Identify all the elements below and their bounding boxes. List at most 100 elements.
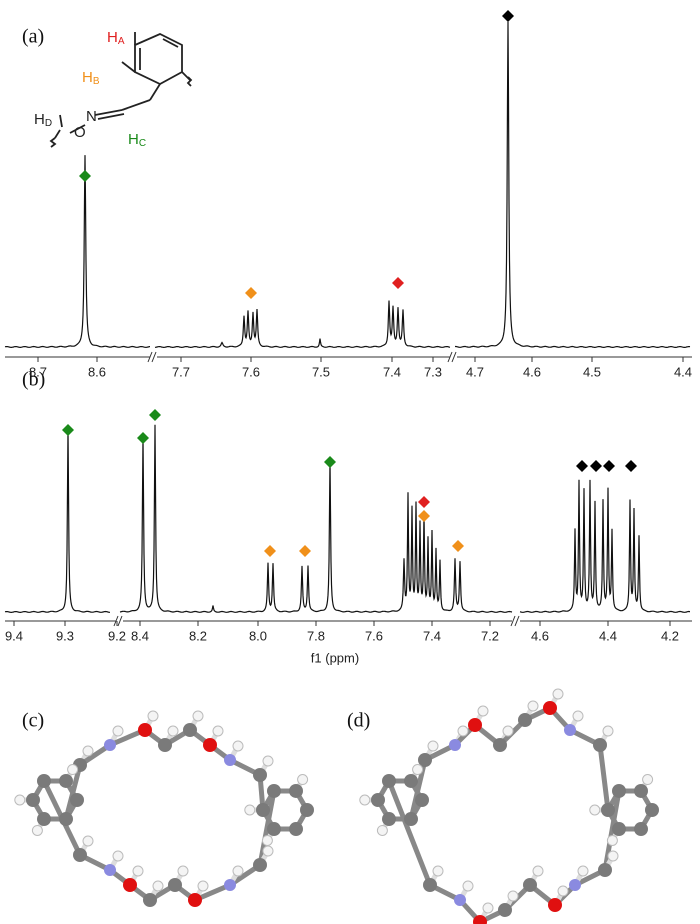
peak-marker: [590, 460, 602, 472]
tick-label: 8.2: [189, 628, 207, 643]
atom: [607, 850, 619, 862]
label-hd: HD: [34, 111, 52, 129]
atom: [112, 725, 124, 737]
atom: [606, 834, 618, 846]
bond: [597, 742, 611, 813]
atom: [432, 865, 444, 877]
atom: [244, 804, 256, 816]
tick-label: 4.4: [674, 364, 692, 379]
label-n: N: [86, 108, 97, 125]
atom: [518, 713, 532, 727]
axis-break: [113, 615, 123, 627]
tick-label: 4.4: [599, 628, 617, 643]
atom: [477, 705, 489, 717]
tick-label: 8.4: [131, 628, 149, 643]
peak-marker: [576, 460, 588, 472]
atom: [564, 724, 576, 736]
tick-label: 4.6: [523, 364, 541, 379]
atom: [104, 739, 116, 751]
atom: [382, 812, 396, 827]
atom: [468, 718, 482, 732]
peak-marker: [502, 10, 514, 22]
atom: [152, 880, 164, 892]
peak-marker: [62, 424, 74, 436]
tick-label: 7.6: [242, 364, 260, 379]
atom: [427, 740, 439, 752]
atom: [502, 725, 514, 737]
tick-label: 8.7: [29, 364, 47, 379]
atom: [415, 793, 429, 807]
tick-label: 9.4: [5, 628, 23, 643]
peak-marker: [392, 277, 404, 289]
spectrum: [154, 300, 451, 349]
tick-label: 4.7: [466, 364, 484, 379]
atom: [203, 738, 217, 752]
tick-label: 8.6: [88, 364, 106, 379]
atom: [462, 880, 474, 892]
spectrum: [4, 427, 110, 613]
peak-marker: [245, 287, 257, 299]
atom: [177, 865, 189, 877]
atom: [598, 863, 612, 877]
atom: [482, 902, 494, 914]
label: H: [107, 29, 118, 46]
atom: [454, 894, 466, 906]
spectrum: [119, 424, 513, 613]
atom: [138, 723, 152, 737]
atom: [297, 774, 309, 786]
peak-marker: [149, 409, 161, 421]
molecule: [359, 688, 659, 924]
bond: [257, 788, 277, 868]
atom: [557, 885, 569, 897]
atom: [642, 774, 654, 786]
peak-marker: [452, 540, 464, 552]
atom: [253, 768, 267, 782]
tick-label: 8.0: [249, 628, 267, 643]
label-hb: HB: [82, 69, 100, 87]
atom: [523, 878, 537, 892]
atom: [192, 710, 204, 722]
atom: [589, 804, 601, 816]
spectrum: [4, 155, 150, 349]
atom: [262, 755, 274, 767]
tick-label: 7.2: [481, 628, 499, 643]
atom: [548, 898, 562, 912]
atom: [197, 880, 209, 892]
atom: [572, 710, 584, 722]
panel-label: (c): [22, 710, 44, 732]
atom: [188, 893, 202, 907]
atom: [59, 773, 73, 788]
tick-label: 7.7: [172, 364, 190, 379]
atom: [423, 878, 437, 892]
atom: [532, 865, 544, 877]
label-hc: HC: [128, 131, 146, 149]
atom: [123, 878, 137, 892]
atom: [132, 865, 144, 877]
peak-marker: [264, 545, 276, 557]
atom: [473, 915, 487, 924]
atom: [371, 793, 385, 807]
atom: [498, 903, 512, 917]
atom: [645, 803, 659, 817]
label: H: [82, 69, 93, 86]
atom: [70, 793, 84, 807]
label-o: O: [74, 124, 86, 141]
atom: [267, 783, 281, 798]
atom: [577, 865, 589, 877]
atom: [147, 710, 159, 722]
molecule: [14, 710, 314, 907]
atom: [552, 688, 564, 700]
atom: [14, 794, 26, 806]
atom: [82, 745, 94, 757]
atom: [232, 865, 244, 877]
atom: [59, 812, 73, 827]
atom: [634, 822, 648, 837]
atom: [82, 835, 94, 847]
bond: [63, 762, 83, 822]
tick-label: 7.5: [312, 364, 330, 379]
tick-label: 4.2: [661, 628, 679, 643]
atom: [404, 773, 418, 788]
peak-marker: [603, 460, 615, 472]
axis-title: f1 (ppm): [311, 650, 359, 665]
tick-label: 7.3: [424, 364, 442, 379]
